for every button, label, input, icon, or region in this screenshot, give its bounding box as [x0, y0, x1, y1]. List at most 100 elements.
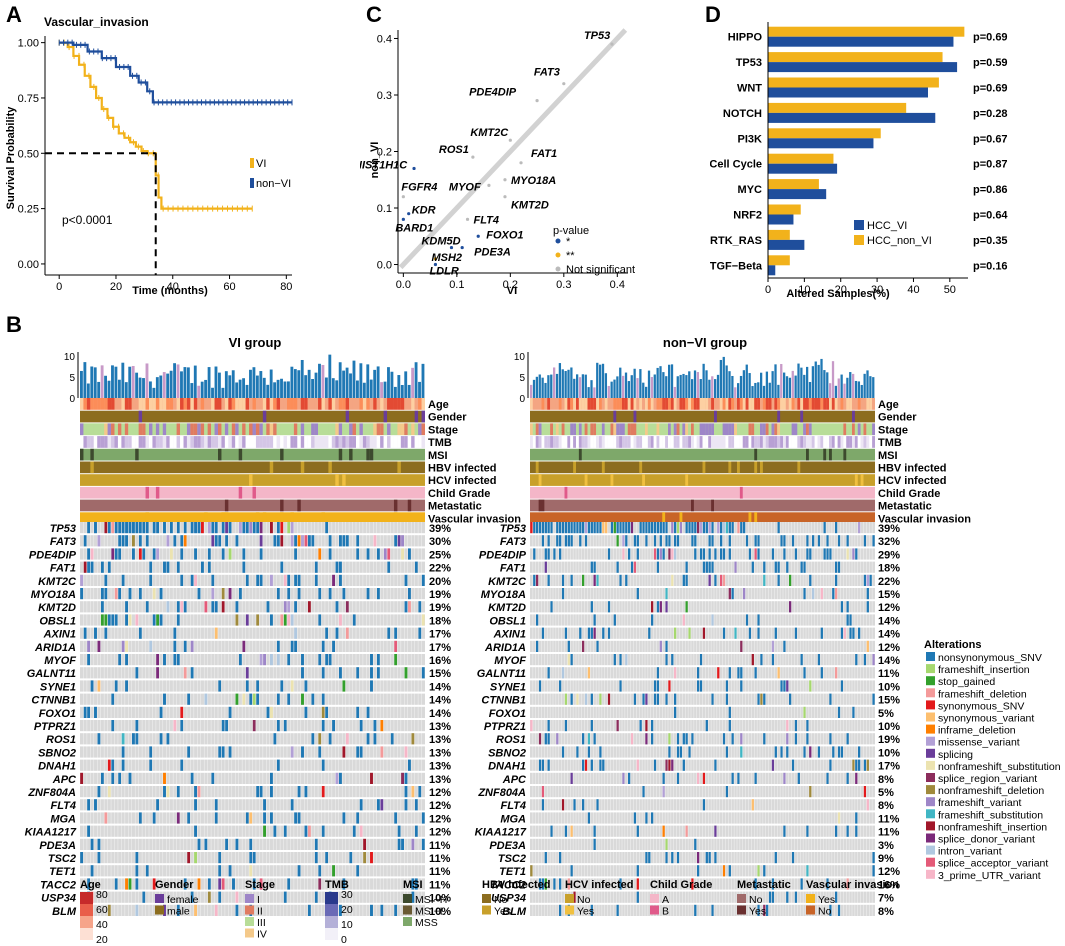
mutation-cell	[308, 601, 311, 612]
mutation-cell	[211, 575, 214, 586]
annotation-cell	[273, 436, 276, 448]
annotation-cell	[180, 398, 183, 410]
tmb-bar	[332, 378, 335, 398]
annotation-cell	[703, 462, 706, 474]
mutation-cell	[726, 746, 728, 757]
mutation-cell	[187, 812, 190, 823]
annotation-cell	[533, 398, 536, 410]
mutation-cell	[806, 826, 808, 837]
tmb-bar	[370, 380, 373, 398]
annotation-label: Gender	[428, 412, 467, 424]
annotation-cell	[184, 398, 187, 410]
gene-percent: 19%	[878, 734, 900, 746]
mutation-cell	[367, 548, 370, 559]
scatter-legend-label: **	[566, 250, 575, 262]
annotation-cell	[714, 411, 717, 423]
mutation-cell	[749, 628, 751, 639]
mutation-cell	[642, 522, 644, 533]
mutation-cell	[332, 641, 335, 652]
mutation-cell	[108, 760, 111, 771]
mutation-cell	[325, 628, 328, 639]
mutation-cell	[688, 628, 690, 639]
mutation-cell	[304, 786, 307, 797]
mutation-cell	[135, 667, 138, 678]
mutation-cell	[559, 852, 561, 863]
mutation-cell	[694, 839, 696, 850]
mutation-cell	[582, 641, 584, 652]
legend-age-gradient	[80, 916, 93, 928]
tmb-bar	[221, 388, 224, 398]
annotation-cell	[740, 398, 743, 410]
annotation-cell	[335, 474, 338, 486]
annotation-cell	[611, 423, 614, 435]
annotation-cell	[125, 423, 128, 435]
mutation-cell	[260, 575, 263, 586]
mutation-cell	[671, 575, 673, 586]
mutation-cell	[153, 588, 156, 599]
gene-label-kiaa1217: KIAA1217	[25, 827, 77, 839]
annotation-cell	[711, 500, 714, 512]
mutation-cell	[170, 548, 173, 559]
mutation-cell	[697, 680, 699, 691]
mutation-cell	[602, 628, 604, 639]
mutation-cell	[180, 707, 183, 718]
legend-stage-swatch	[245, 917, 254, 926]
mutation-cell	[294, 628, 297, 639]
annotation-cell	[404, 423, 407, 435]
mutation-cell	[408, 601, 411, 612]
annotation-cell	[628, 398, 631, 410]
mutation-cell	[153, 614, 156, 625]
annotation-cell	[843, 398, 846, 410]
mutation-cell	[562, 588, 564, 599]
mutation-cell	[377, 548, 380, 559]
mutation-cell	[593, 575, 595, 586]
annotation-cell	[208, 398, 211, 410]
annotation-cell	[711, 436, 714, 448]
mutation-cell	[349, 852, 352, 863]
mutation-cell	[108, 522, 111, 533]
gene-label-ptprz1: PTPRZ1	[484, 721, 526, 733]
annotation-cell	[665, 436, 668, 448]
tmb-bar	[708, 380, 710, 398]
gene-label-dnah1: DNAH1	[38, 761, 76, 773]
mutation-cell	[720, 522, 722, 533]
gene-label-flt4: FLT4	[51, 800, 76, 812]
annotation-cell	[249, 423, 252, 435]
mutation-cell	[401, 548, 404, 559]
alteration-swatch	[926, 725, 935, 734]
mutation-cell	[846, 773, 848, 784]
mutation-cell	[726, 680, 728, 691]
mutation-cell	[795, 628, 797, 639]
mutation-cell	[800, 562, 802, 573]
mutation-cell	[743, 522, 745, 533]
mutation-cell	[332, 575, 335, 586]
gene-percent: 13%	[429, 747, 451, 759]
mutation-cell	[322, 707, 325, 718]
annotation-cell	[749, 423, 752, 435]
legend-age-tick: 20	[96, 934, 108, 946]
annotation-cell	[685, 398, 688, 410]
annotation-cell	[795, 436, 798, 448]
alteration-swatch	[926, 688, 935, 697]
annotation-cell	[556, 423, 559, 435]
annotation-cell	[90, 436, 93, 448]
annotation-cell	[149, 436, 152, 448]
mutation-cell	[356, 667, 359, 678]
tmb-bar	[774, 364, 776, 398]
mutation-cell	[723, 548, 725, 559]
mutation-cell	[418, 786, 421, 797]
gene-label-syne1: SYNE1	[490, 681, 526, 693]
mutation-cell	[132, 535, 135, 546]
mutation-cell	[648, 852, 650, 863]
mutation-cell	[163, 773, 166, 784]
mutation-cell	[855, 826, 857, 837]
mutation-cell	[674, 694, 676, 705]
legend-tmb-gradient	[325, 916, 338, 928]
legend-hcv-swatch	[565, 894, 574, 903]
mutation-cell	[177, 562, 180, 573]
mutation-cell	[800, 654, 802, 665]
mutation-cell	[346, 535, 349, 546]
tmb-bar	[311, 379, 314, 398]
annotation-cell	[668, 423, 671, 435]
mutation-cell	[783, 773, 785, 784]
